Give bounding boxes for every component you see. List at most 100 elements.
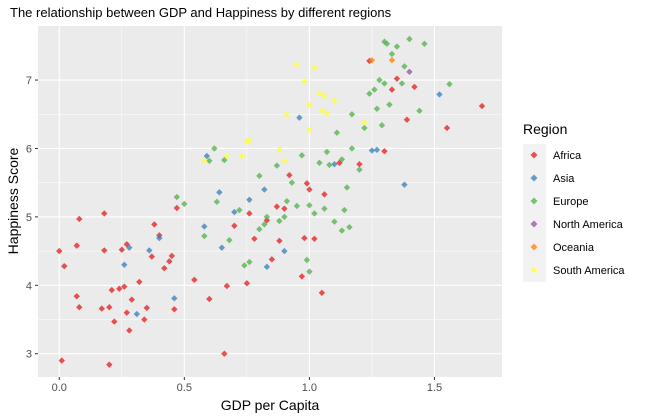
point-europe bbox=[338, 156, 346, 163]
point-africa bbox=[141, 316, 148, 323]
point-africa bbox=[318, 289, 326, 297]
point-africa bbox=[388, 86, 396, 93]
point-africa bbox=[443, 124, 451, 132]
point-africa bbox=[231, 222, 238, 229]
point-south-america bbox=[238, 152, 246, 160]
data-points bbox=[56, 35, 486, 368]
y-axis-ticks: 3 4 5 6 7 bbox=[26, 75, 38, 361]
point-europe bbox=[333, 129, 341, 136]
point-europe bbox=[356, 166, 363, 173]
point-europe bbox=[316, 159, 323, 167]
point-asia bbox=[121, 261, 128, 268]
point-europe bbox=[321, 205, 328, 212]
legend-items: Africa Asia Europe North America Oceania Sout… bbox=[530, 150, 625, 277]
point-europe bbox=[211, 145, 218, 152]
point-oceania bbox=[368, 57, 376, 64]
point-south-america bbox=[201, 157, 208, 164]
point-south-america bbox=[276, 146, 283, 154]
point-africa bbox=[101, 247, 108, 254]
legend-label-south-america: South America bbox=[553, 265, 625, 277]
point-africa bbox=[61, 262, 68, 270]
point-africa bbox=[321, 191, 328, 198]
point-europe bbox=[338, 227, 346, 234]
point-north-america bbox=[406, 68, 413, 76]
point-africa bbox=[106, 361, 113, 368]
point-europe bbox=[306, 268, 313, 275]
point-africa bbox=[243, 280, 251, 287]
point-africa bbox=[251, 235, 258, 242]
point-africa bbox=[143, 304, 151, 312]
point-europe bbox=[181, 200, 188, 208]
point-europe bbox=[256, 172, 263, 180]
point-europe bbox=[273, 162, 281, 169]
point-asia bbox=[133, 310, 141, 318]
point-europe bbox=[256, 226, 263, 233]
point-africa bbox=[276, 237, 283, 245]
point-south-america bbox=[293, 61, 301, 68]
point-europe bbox=[213, 198, 221, 206]
point-asia bbox=[146, 247, 153, 254]
point-asia bbox=[401, 181, 408, 188]
x-tick-label: 1.5 bbox=[427, 382, 442, 394]
legend-title: Region bbox=[523, 121, 567, 137]
point-europe bbox=[326, 161, 333, 169]
point-south-america bbox=[283, 111, 291, 119]
legend: Region Africa Asia Europe North America Ocea… bbox=[523, 121, 625, 282]
point-africa bbox=[173, 204, 181, 212]
legend-label-europe: Europe bbox=[553, 196, 588, 208]
point-europe bbox=[371, 86, 378, 93]
point-africa bbox=[106, 304, 113, 311]
point-africa bbox=[286, 171, 293, 179]
point-europe bbox=[261, 221, 268, 228]
point-africa bbox=[73, 242, 80, 249]
legend-key-europe bbox=[530, 197, 538, 205]
point-europe bbox=[206, 157, 213, 164]
point-south-america bbox=[301, 78, 308, 85]
point-europe bbox=[378, 122, 386, 129]
point-africa bbox=[311, 235, 318, 242]
point-europe bbox=[348, 111, 356, 118]
point-africa bbox=[108, 286, 115, 294]
point-africa bbox=[76, 304, 83, 311]
point-europe bbox=[341, 206, 348, 214]
y-tick-label: 7 bbox=[26, 75, 32, 87]
chart-title: The relationship between GDP and Happine… bbox=[10, 5, 392, 20]
point-africa bbox=[281, 205, 288, 212]
point-europe bbox=[201, 232, 208, 240]
point-europe bbox=[381, 38, 388, 45]
point-africa bbox=[273, 203, 281, 210]
point-south-america bbox=[306, 126, 313, 134]
legend-key-oceania bbox=[530, 243, 538, 251]
point-europe bbox=[281, 213, 288, 221]
point-asia bbox=[203, 152, 211, 160]
point-asia bbox=[373, 146, 381, 154]
point-africa bbox=[121, 283, 128, 290]
point-africa bbox=[58, 357, 65, 364]
point-africa bbox=[268, 256, 276, 263]
point-europe bbox=[446, 80, 453, 88]
point-africa bbox=[303, 180, 311, 187]
point-asia bbox=[201, 223, 208, 230]
point-europe bbox=[343, 184, 351, 191]
point-africa bbox=[98, 305, 105, 312]
point-asia bbox=[263, 263, 271, 271]
point-asia bbox=[156, 234, 163, 242]
point-africa bbox=[381, 148, 388, 155]
y-tick-label: 4 bbox=[26, 280, 32, 292]
point-europe bbox=[303, 256, 311, 264]
point-europe bbox=[263, 213, 271, 221]
point-africa bbox=[73, 293, 80, 300]
point-africa bbox=[123, 309, 130, 316]
point-asia bbox=[171, 295, 178, 302]
point-europe bbox=[331, 218, 338, 225]
point-africa bbox=[191, 276, 198, 284]
point-europe bbox=[346, 223, 353, 231]
point-africa bbox=[403, 116, 411, 123]
legend-key-asia bbox=[530, 174, 538, 182]
point-africa bbox=[136, 278, 143, 286]
x-tick-label: 0.5 bbox=[177, 382, 192, 394]
point-oceania bbox=[388, 57, 396, 64]
point-europe bbox=[393, 43, 401, 50]
point-asia bbox=[368, 147, 376, 154]
